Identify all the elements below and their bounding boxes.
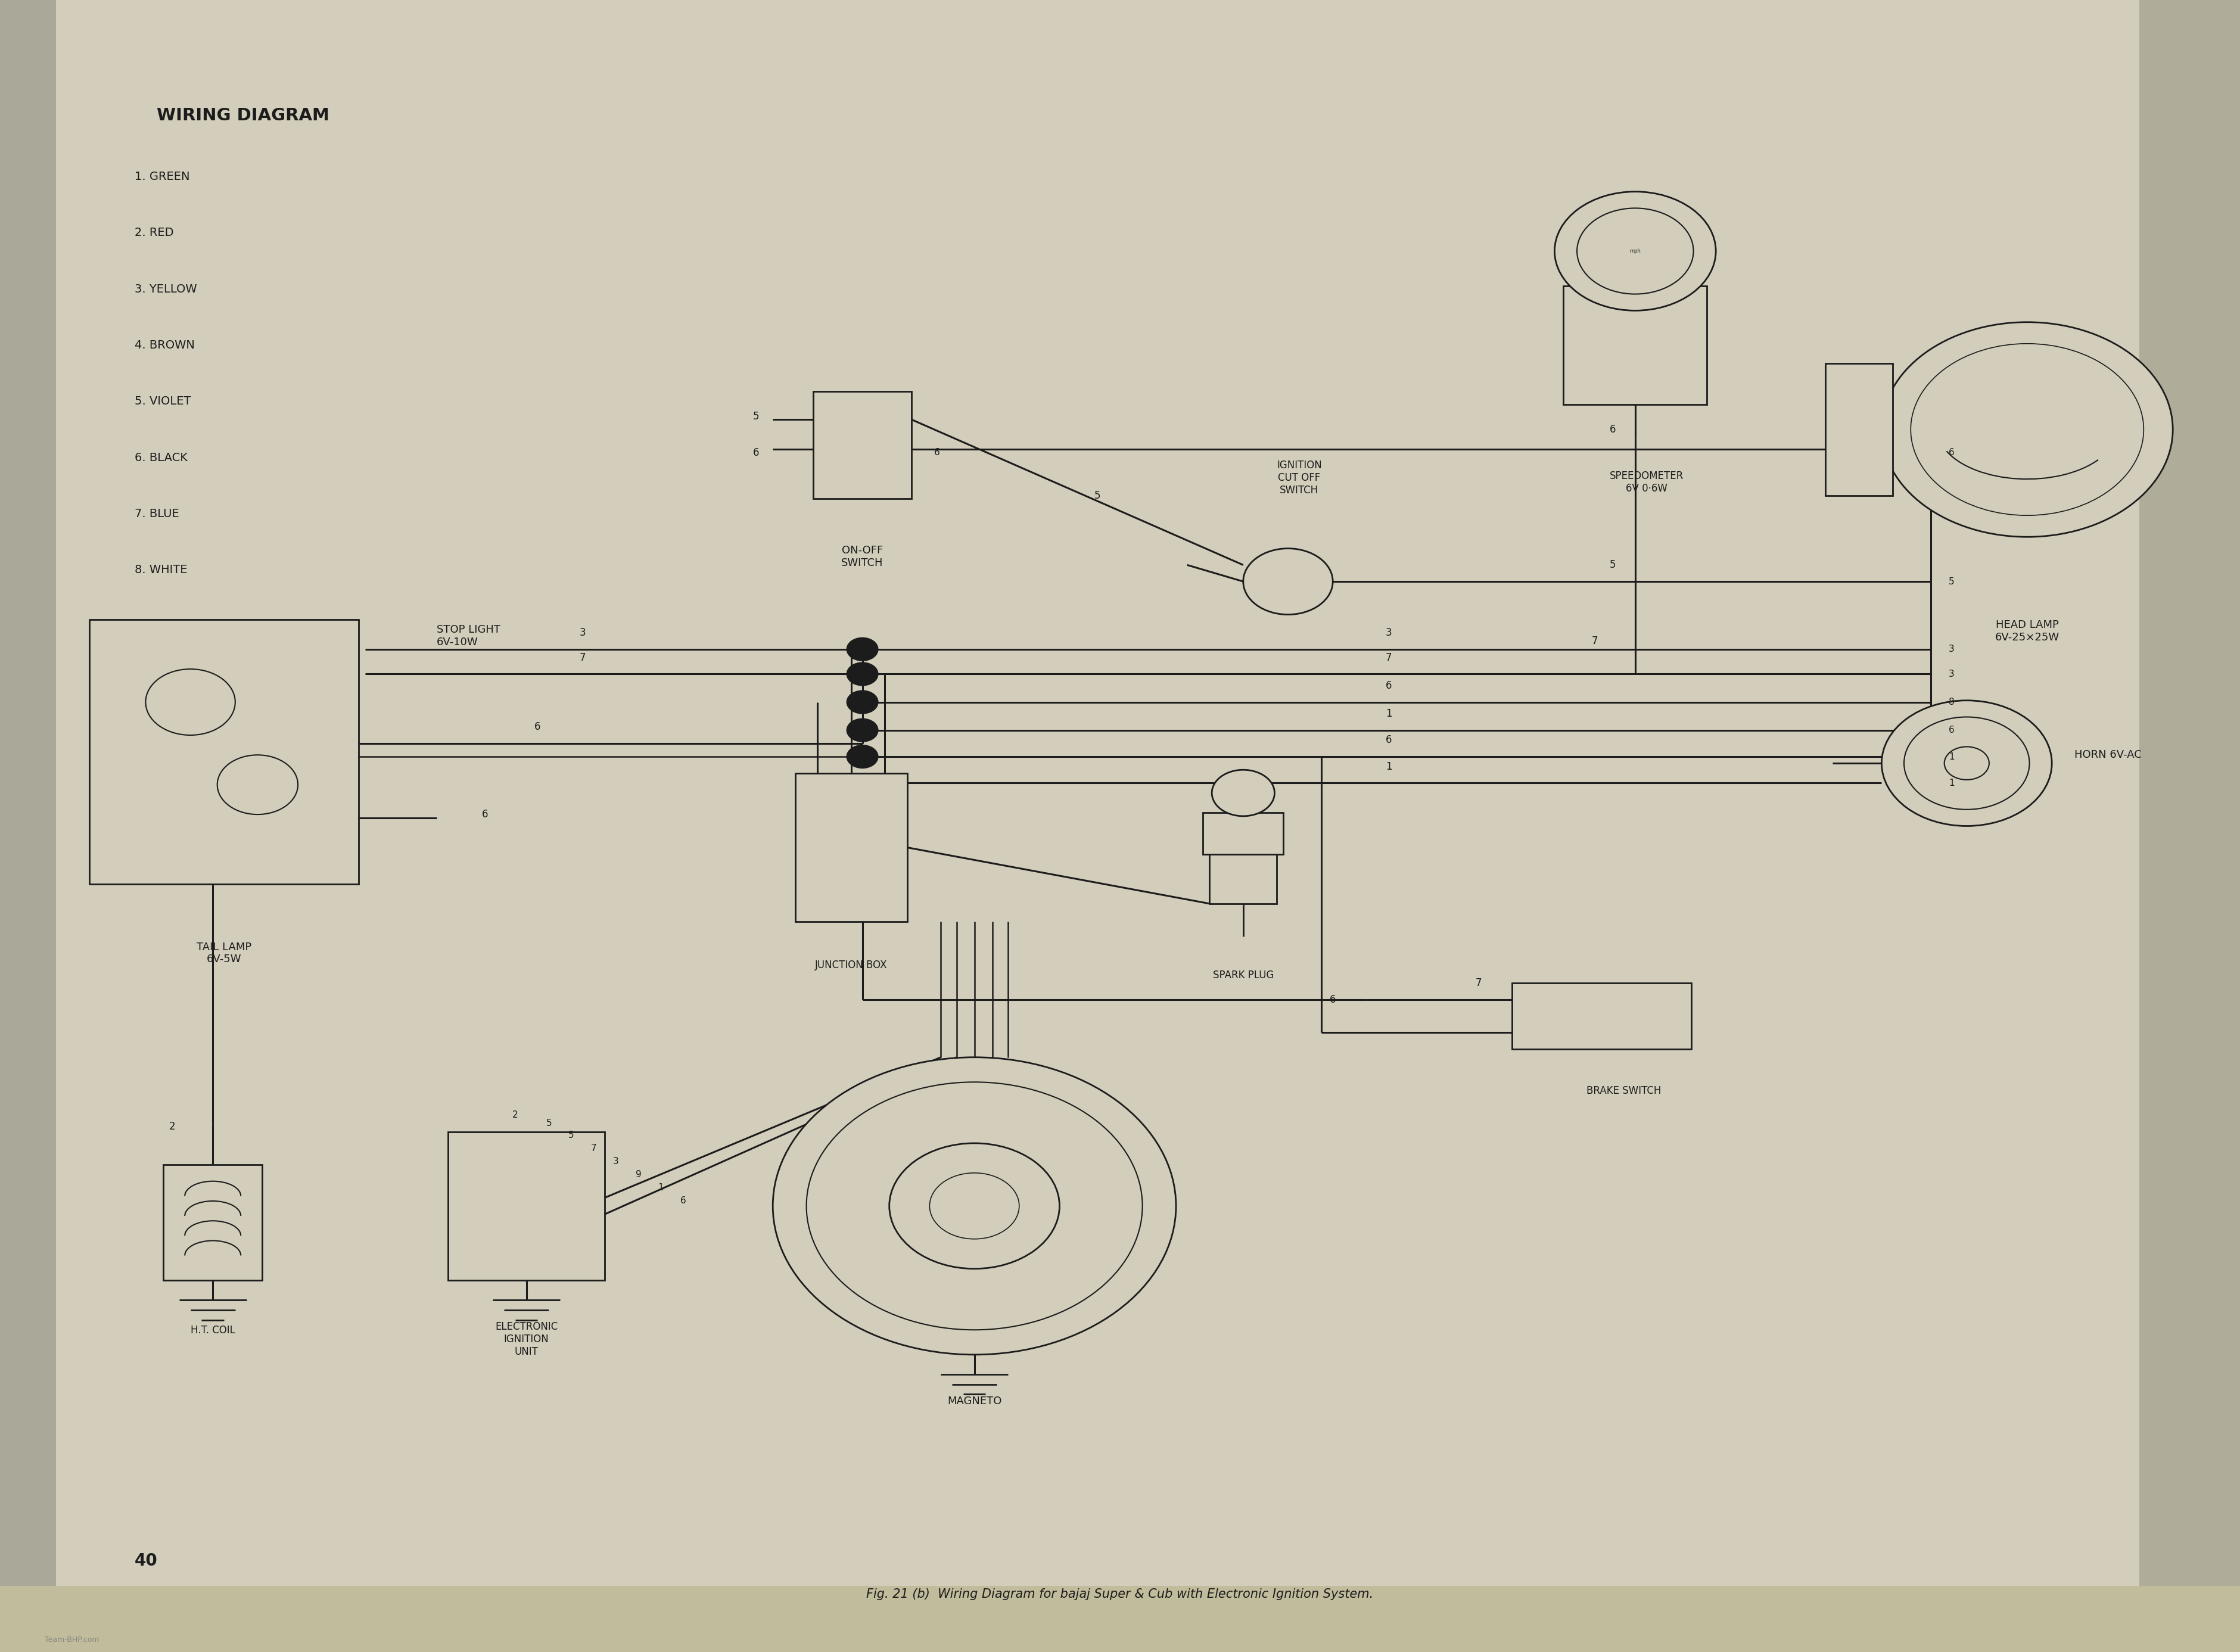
Bar: [1512, 983, 1691, 1049]
Text: 6: 6: [535, 722, 540, 732]
Text: 2: 2: [170, 1122, 175, 1132]
Text: 3: 3: [614, 1156, 618, 1166]
Text: STOP LIGHT
6V-10W: STOP LIGHT 6V-10W: [437, 624, 500, 648]
Text: 5: 5: [1095, 491, 1100, 501]
Bar: [1826, 363, 1893, 496]
Circle shape: [1212, 770, 1275, 816]
Text: 6: 6: [934, 448, 941, 458]
Text: ELECTRONIC
IGNITION
UNIT: ELECTRONIC IGNITION UNIT: [495, 1322, 558, 1356]
Text: 5: 5: [569, 1130, 573, 1140]
Text: 7: 7: [1476, 978, 1481, 988]
Text: 2. RED: 2. RED: [134, 228, 172, 238]
Text: 6: 6: [1387, 735, 1391, 745]
Circle shape: [847, 638, 878, 661]
Bar: [813, 392, 912, 499]
Text: 2: 2: [513, 1110, 517, 1120]
Text: MAGNETO: MAGNETO: [948, 1396, 1001, 1406]
Text: 6: 6: [1331, 995, 1335, 1004]
Bar: [2139, 0, 2240, 1652]
Text: 5: 5: [1949, 577, 1956, 586]
Text: 9. GREY: 9. GREY: [134, 621, 181, 631]
Circle shape: [847, 719, 878, 742]
Bar: [1210, 821, 1277, 904]
Text: SPARK PLUG: SPARK PLUG: [1212, 970, 1275, 980]
Text: Team-BHP.com: Team-BHP.com: [45, 1635, 99, 1644]
Bar: [0, 0, 56, 1652]
Text: 3: 3: [1387, 628, 1391, 638]
Text: 7: 7: [580, 653, 585, 662]
Text: 3: 3: [1949, 669, 1956, 679]
Circle shape: [806, 1082, 1142, 1330]
Text: 40: 40: [134, 1553, 157, 1569]
Text: JUNCTION BOX: JUNCTION BOX: [815, 960, 887, 970]
Circle shape: [1944, 747, 1989, 780]
Text: BRAKE SWITCH: BRAKE SWITCH: [1586, 1085, 1662, 1095]
Circle shape: [1243, 548, 1333, 615]
Text: 5. VIOLET: 5. VIOLET: [134, 396, 190, 406]
Circle shape: [773, 1057, 1176, 1355]
Text: 3. YELLOW: 3. YELLOW: [134, 284, 197, 294]
Circle shape: [1911, 344, 2144, 515]
Text: 8: 8: [1949, 697, 1956, 707]
Text: 1: 1: [1387, 709, 1391, 719]
Bar: [164, 1165, 262, 1280]
Text: 6: 6: [1949, 725, 1956, 735]
Circle shape: [1555, 192, 1716, 311]
Text: 6: 6: [1949, 448, 1956, 458]
Text: 6. BLACK: 6. BLACK: [134, 453, 188, 463]
Text: 9: 9: [636, 1170, 641, 1180]
Bar: [90, 620, 358, 884]
Text: Fig. 21 (b)  Wiring Diagram for bajaj Super & Cub with Electronic Ignition Syste: Fig. 21 (b) Wiring Diagram for bajaj Sup…: [867, 1588, 1373, 1601]
Text: HORN 6V-AC: HORN 6V-AC: [2074, 750, 2141, 760]
Text: 7. BLUE: 7. BLUE: [134, 509, 179, 519]
Circle shape: [847, 662, 878, 686]
Bar: [1564, 286, 1707, 405]
Text: 5: 5: [753, 411, 759, 421]
Text: IGNITION
CUT OFF
SWITCH: IGNITION CUT OFF SWITCH: [1277, 461, 1322, 496]
Text: 1: 1: [1949, 778, 1956, 788]
Text: mph: mph: [1628, 248, 1642, 254]
Circle shape: [1904, 717, 2029, 809]
Circle shape: [847, 691, 878, 714]
Text: 7: 7: [1593, 636, 1597, 646]
Text: 5: 5: [547, 1118, 551, 1128]
Text: 4. BROWN: 4. BROWN: [134, 340, 195, 350]
Text: 5: 5: [1611, 560, 1615, 570]
Text: 3: 3: [1949, 644, 1956, 654]
Circle shape: [930, 1173, 1019, 1239]
Circle shape: [889, 1143, 1060, 1269]
Text: 7: 7: [1387, 653, 1391, 662]
Text: 7: 7: [591, 1143, 596, 1153]
Circle shape: [146, 669, 235, 735]
Text: 1: 1: [659, 1183, 663, 1193]
Bar: [795, 773, 907, 922]
Text: 6: 6: [1387, 681, 1391, 691]
Text: WIRING DIAGRAM: WIRING DIAGRAM: [157, 107, 329, 124]
Text: 1. GREEN: 1. GREEN: [134, 172, 190, 182]
Text: 6: 6: [681, 1196, 685, 1206]
Bar: [1203, 813, 1284, 854]
Text: 6: 6: [753, 448, 759, 458]
Text: TAIL LAMP
6V-5W: TAIL LAMP 6V-5W: [197, 942, 251, 965]
Text: 1: 1: [1949, 752, 1956, 762]
Text: 6: 6: [1611, 425, 1615, 434]
Circle shape: [1882, 322, 2173, 537]
Bar: [0, 1586, 2240, 1652]
Text: H.T. COIL: H.T. COIL: [190, 1325, 235, 1335]
Circle shape: [847, 745, 878, 768]
Circle shape: [1577, 208, 1693, 294]
Text: HEAD LAMP
6V-25×25W: HEAD LAMP 6V-25×25W: [1996, 620, 2059, 643]
Circle shape: [217, 755, 298, 814]
Text: 3: 3: [580, 628, 585, 638]
Bar: [448, 1132, 605, 1280]
Text: SPEEDOMETER
6V 0·6W: SPEEDOMETER 6V 0·6W: [1608, 471, 1684, 494]
Text: ON-OFF
SWITCH: ON-OFF SWITCH: [842, 545, 883, 568]
Circle shape: [1882, 700, 2052, 826]
Text: 1: 1: [1387, 762, 1391, 771]
Text: 6: 6: [482, 809, 488, 819]
Text: 8. WHITE: 8. WHITE: [134, 565, 188, 575]
